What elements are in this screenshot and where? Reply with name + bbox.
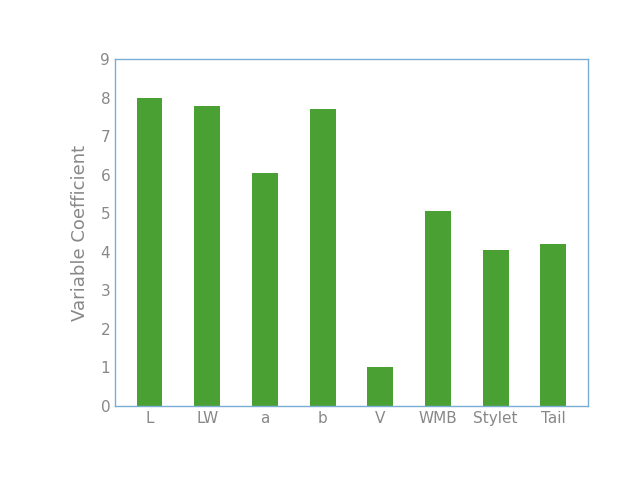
Bar xyxy=(367,367,393,406)
Bar xyxy=(310,109,335,406)
Y-axis label: Variable Coefficient: Variable Coefficient xyxy=(72,145,89,321)
Bar xyxy=(425,211,451,406)
Bar xyxy=(541,244,566,406)
Bar xyxy=(137,98,162,406)
Bar xyxy=(482,250,509,406)
Bar xyxy=(194,105,220,406)
Bar xyxy=(252,173,278,406)
